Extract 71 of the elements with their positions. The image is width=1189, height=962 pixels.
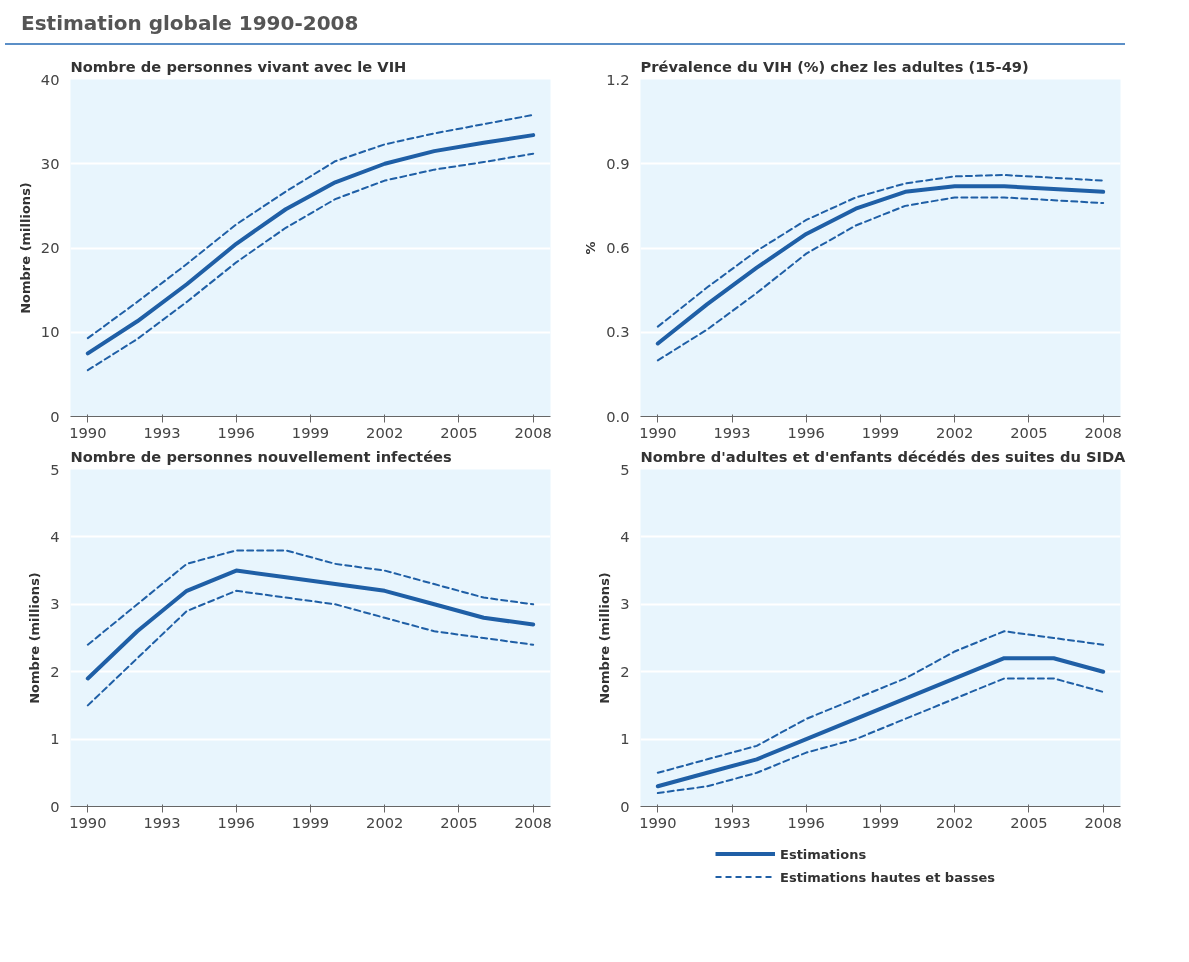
chart-title: Prévalence du VIH (%) chez les adultes (15-49) [640, 57, 1029, 75]
line-series [656, 196, 1105, 362]
x-tick-label: 2005 [1010, 423, 1048, 441]
y-tick-label: 0.9 [606, 154, 630, 172]
y-tick-label: 1 [50, 730, 60, 748]
line-series [86, 589, 535, 707]
x-tick-label: 2005 [1010, 813, 1048, 831]
y-axis-title: Nombre (millions) [27, 572, 43, 704]
x-tick-label: 2002 [366, 423, 404, 441]
text: Estimation globale 1990-2008 [21, 10, 359, 37]
x-tick-label: 2002 [936, 423, 974, 441]
x-tick-label: 2002 [366, 813, 404, 831]
y-tick-label: 0.6 [606, 239, 630, 256]
chart-title: Nombre de personnes vivant avec le VIH [70, 57, 407, 75]
x-tick-label: 2008 [1084, 813, 1122, 831]
y-tick-label: 4 [50, 527, 60, 545]
y-tick-label: 1.2 [606, 70, 630, 88]
x-tick-label: 1996 [217, 423, 255, 441]
y-tick-label: 0 [620, 797, 630, 815]
x-tick-label: 2005 [440, 423, 478, 441]
y-tick-label: 2 [50, 662, 60, 680]
x-tick-label: 2002 [936, 813, 974, 831]
x-tick-label: 2008 [514, 813, 552, 831]
y-tick-label: 0.3 [606, 323, 630, 341]
line-series [656, 630, 1105, 774]
y-tick-label: 5 [50, 460, 60, 478]
x-tick-label: 1993 [713, 423, 751, 441]
y-tick-label: 4 [620, 527, 630, 545]
y-tick-label: 5 [620, 460, 630, 478]
y-tick-label: 0 [50, 407, 60, 425]
line-series [86, 113, 535, 340]
y-axis-title: Nombre (millions) [17, 182, 33, 314]
y-tick-label: 3 [50, 595, 60, 613]
chart-title: Nombre d'adultes et d'enfants décédés des suites du SIDA [640, 447, 1127, 465]
chart-title: Nombre de personnes nouvellement infectées [70, 447, 453, 465]
y-tick-label: 10 [40, 323, 60, 341]
y-tick-label: 1 [620, 730, 630, 748]
y-axis-title: Nombre (millions) [597, 572, 613, 704]
x-tick-label: 2005 [440, 813, 478, 831]
x-tick-label: 1990 [639, 423, 677, 441]
x-tick-label: 1999 [861, 423, 900, 441]
line-series [655, 184, 1106, 346]
x-tick-label: 2008 [514, 423, 552, 441]
x-tick-label: 1990 [639, 813, 677, 831]
line-series [86, 549, 535, 646]
y-tick-label: 3 [620, 595, 630, 613]
x-tick-label: 1996 [217, 813, 255, 831]
line-series [85, 568, 536, 681]
x-tick-label: 1996 [787, 813, 825, 831]
legend-label: Estimations hautes et basses [780, 869, 995, 884]
y-tick-label: 0 [50, 797, 60, 815]
x-tick-label: 1999 [861, 813, 900, 831]
x-tick-label: 1999 [291, 423, 330, 441]
y-tick-label: 40 [40, 70, 60, 88]
y-axis-title: % [583, 241, 599, 255]
x-tick-label: 1990 [69, 423, 107, 441]
x-tick-label: 1993 [143, 813, 181, 831]
line-series [656, 173, 1105, 328]
line-series [656, 677, 1105, 795]
y-tick-label: 2 [620, 662, 630, 680]
y-tick-label: 20 [40, 239, 60, 256]
x-tick-label: 1996 [787, 423, 825, 441]
y-tick-label: 0.0 [606, 407, 630, 425]
x-tick-label: 1999 [291, 813, 330, 831]
legend-label: Estimations [780, 846, 867, 861]
x-tick-label: 2008 [1084, 423, 1122, 441]
line-series [655, 656, 1106, 789]
x-tick-label: 1993 [713, 813, 751, 831]
x-tick-label: 1993 [143, 423, 181, 441]
x-tick-label: 1990 [69, 813, 107, 831]
y-tick-label: 30 [40, 154, 60, 172]
